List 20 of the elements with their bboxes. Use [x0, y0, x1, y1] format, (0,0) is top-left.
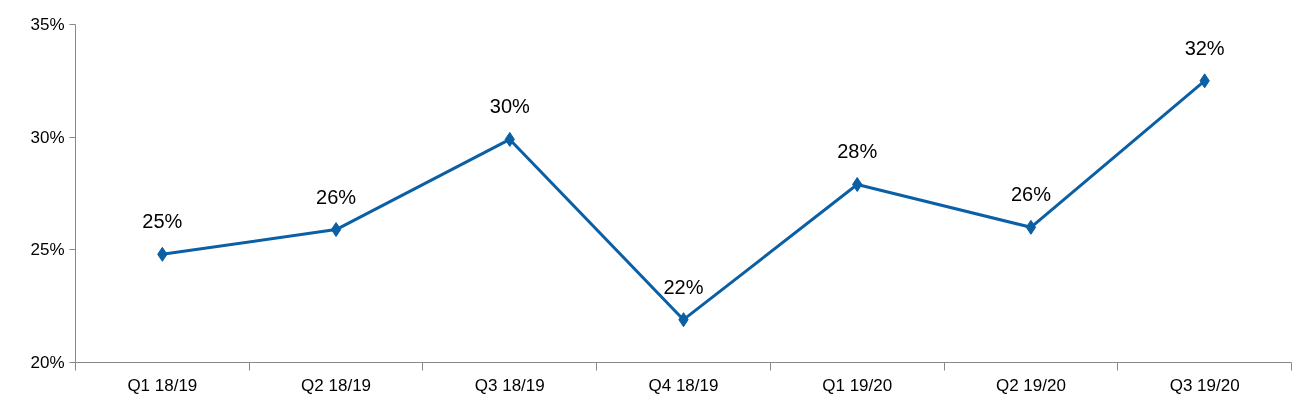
data-label: 32%	[1184, 36, 1225, 59]
x-tick-label: Q1 18/19	[127, 375, 198, 395]
point	[1025, 219, 1037, 235]
x-tick-label: Q4 18/19	[648, 375, 719, 395]
y-tick-label: 30%	[30, 127, 65, 147]
y-tick-label: 35%	[30, 15, 65, 34]
point	[330, 222, 342, 238]
data-label: 26%	[316, 185, 357, 208]
y-tick-label: 20%	[30, 353, 65, 372]
y-tick-label: 25%	[30, 240, 65, 260]
x-tick-label: Q2 19/20	[995, 375, 1066, 395]
x-tick-label: Q2 18/19	[301, 375, 372, 395]
data-label: 25%	[142, 210, 183, 233]
data-label: 22%	[663, 275, 704, 298]
data-label: 26%	[1010, 183, 1052, 206]
x-tick-label: Q1 19/20	[822, 375, 893, 395]
x-tick-label: Q3 19/20	[1169, 375, 1240, 395]
x-tick-label: Q3 18/19	[474, 375, 545, 395]
data-label: 30%	[489, 95, 531, 118]
data-label: 28%	[837, 140, 878, 163]
